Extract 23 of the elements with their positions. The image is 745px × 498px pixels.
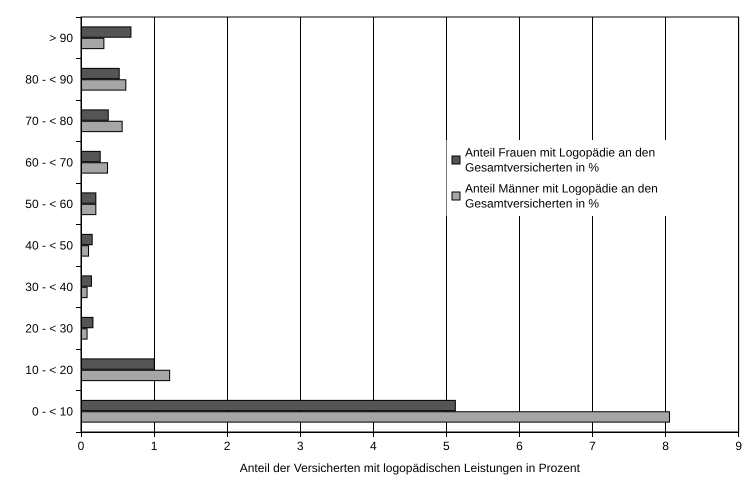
y-tick-label: 10 - < 20 [25, 362, 74, 377]
x-tick-label: 4 [370, 439, 377, 453]
x-tick-label: 1 [150, 439, 158, 453]
x-tick-label: 2 [224, 439, 231, 453]
y-tick-label: 50 - < 60 [25, 196, 74, 211]
y-tick-label: > 90 [49, 30, 74, 45]
y-tick-label: 20 - < 30 [25, 321, 74, 336]
y-tick-label: 0 - < 10 [32, 404, 74, 418]
y-tick-label: 30 - < 40 [25, 280, 74, 294]
x-tick-label: 3 [296, 439, 304, 453]
x-tick-label: 7 [589, 439, 596, 453]
x-tick-label: 9 [735, 439, 742, 453]
legend-label: Anteil Männer mit Logopädie an den Gesamtversicherten in % [465, 182, 662, 210]
legend-label: Anteil Frauen mit Logopädie an den Gesamtversicherten in % [465, 146, 658, 174]
y-tick-label: 40 - < 50 [25, 238, 74, 252]
y-tick-label: 60 - < 70 [25, 155, 74, 170]
y-tick-label: 80 - < 90 [25, 72, 74, 86]
x-tick-label: 0 [78, 439, 85, 453]
x-tick-label: 8 [662, 439, 670, 453]
y-tick-label: 70 - < 80 [25, 114, 74, 128]
x-tick-label: 5 [443, 439, 450, 453]
x-tick-label: 6 [516, 439, 524, 453]
x-axis-title: Anteil der Versicherten mit logopädischen Leistungen in Prozent [240, 461, 581, 475]
